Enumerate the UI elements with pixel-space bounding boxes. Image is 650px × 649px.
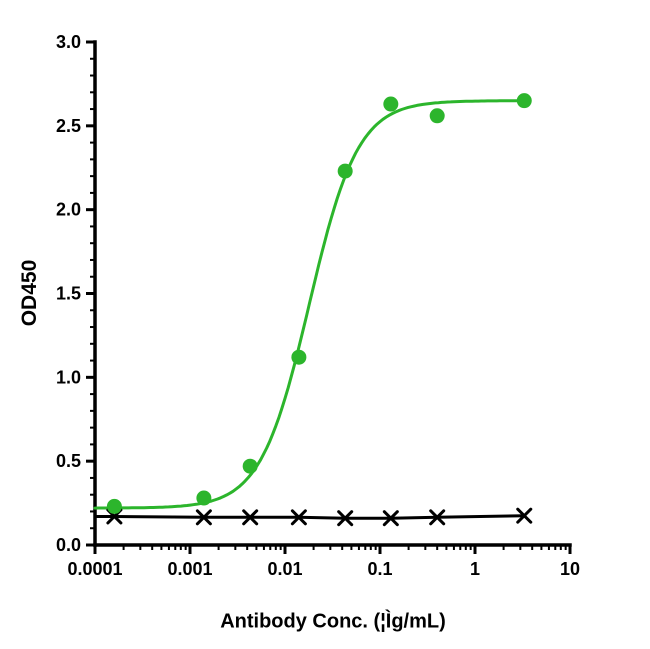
- series-black-point: [290, 509, 307, 526]
- x-tick-label: 1: [470, 559, 480, 579]
- series-black-point: [516, 507, 533, 524]
- series-black-point: [429, 509, 446, 526]
- series-green-point: [383, 96, 399, 112]
- x-axis-title: Antibody Conc. (¦Ìg/mL): [220, 610, 446, 633]
- x-tick-label: 10: [560, 559, 580, 579]
- series-green-point: [516, 93, 532, 109]
- y-tick-label: 0.5: [56, 451, 81, 471]
- x-tick-label: 0.01: [267, 559, 302, 579]
- y-tick-label: 3.0: [56, 32, 81, 52]
- series-green-point: [196, 490, 212, 506]
- x-tick-label: 0.001: [167, 559, 212, 579]
- series-green-point: [337, 163, 353, 179]
- y-tick-label: 1.5: [56, 284, 81, 304]
- series-black-point: [242, 509, 259, 526]
- y-tick-label: 2.5: [56, 116, 81, 136]
- series-green-point: [106, 498, 122, 514]
- x-tick-label: 0.1: [367, 559, 392, 579]
- series-black-point: [382, 510, 399, 527]
- x-tick-label: 0.0001: [67, 559, 122, 579]
- series-green-point: [291, 349, 307, 365]
- series-green-point: [429, 108, 445, 124]
- series-black-point: [195, 509, 212, 526]
- y-tick-label: 1.0: [56, 367, 81, 387]
- series-green-line: [93, 99, 526, 510]
- series-black-point: [337, 510, 354, 527]
- y-tick-label: 0.0: [56, 535, 81, 555]
- y-tick-label: 2.0: [56, 200, 81, 220]
- y-axis-title: OD450: [18, 259, 41, 327]
- series-green-point: [242, 458, 258, 474]
- series-black-line: [93, 514, 526, 520]
